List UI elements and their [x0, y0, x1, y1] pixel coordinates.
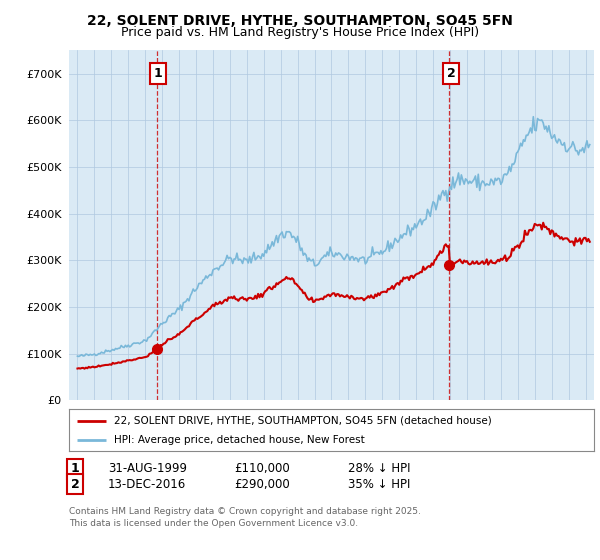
- Text: 13-DEC-2016: 13-DEC-2016: [108, 478, 186, 491]
- Text: 28% ↓ HPI: 28% ↓ HPI: [348, 462, 410, 475]
- Text: 2: 2: [71, 478, 79, 491]
- Text: HPI: Average price, detached house, New Forest: HPI: Average price, detached house, New …: [113, 435, 364, 445]
- Text: Contains HM Land Registry data © Crown copyright and database right 2025.
This d: Contains HM Land Registry data © Crown c…: [69, 507, 421, 528]
- Text: 2: 2: [446, 67, 455, 80]
- Text: 22, SOLENT DRIVE, HYTHE, SOUTHAMPTON, SO45 5FN: 22, SOLENT DRIVE, HYTHE, SOUTHAMPTON, SO…: [87, 14, 513, 28]
- Text: £110,000: £110,000: [234, 462, 290, 475]
- Text: 1: 1: [71, 462, 79, 475]
- Text: 35% ↓ HPI: 35% ↓ HPI: [348, 478, 410, 491]
- Text: Price paid vs. HM Land Registry's House Price Index (HPI): Price paid vs. HM Land Registry's House …: [121, 26, 479, 39]
- Text: £290,000: £290,000: [234, 478, 290, 491]
- Text: 1: 1: [154, 67, 163, 80]
- Text: 31-AUG-1999: 31-AUG-1999: [108, 462, 187, 475]
- Text: 22, SOLENT DRIVE, HYTHE, SOUTHAMPTON, SO45 5FN (detached house): 22, SOLENT DRIVE, HYTHE, SOUTHAMPTON, SO…: [113, 416, 491, 426]
